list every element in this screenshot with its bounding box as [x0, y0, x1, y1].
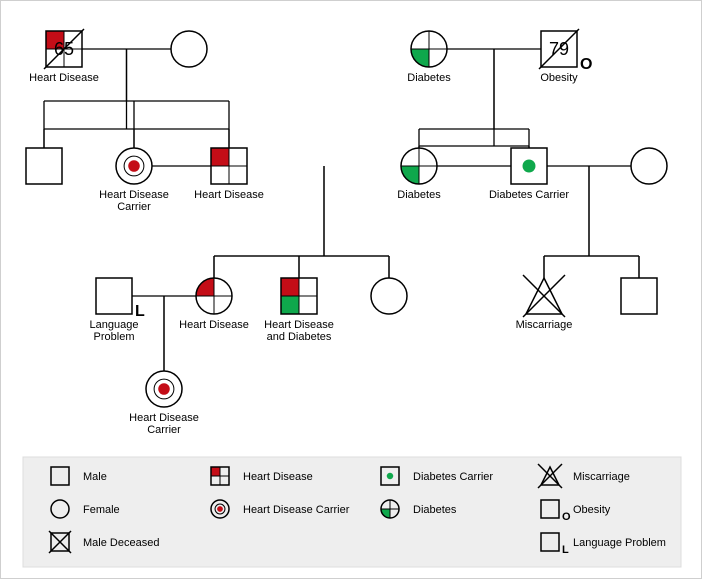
pedigree-node — [411, 31, 447, 67]
pedigree-node — [146, 371, 182, 407]
pedigree-node: 79 O — [539, 29, 592, 73]
corner-mark: O — [580, 56, 592, 73]
legend-label: Male — [83, 471, 107, 483]
legend-label: Language Problem — [573, 537, 666, 549]
node-label: Problem — [94, 331, 135, 343]
node-label: Heart Disease — [129, 412, 199, 424]
pedigree-node — [196, 278, 232, 314]
legend-label: Female — [83, 504, 120, 516]
pedigree-node: L — [96, 278, 145, 320]
node-label: Heart Disease — [29, 72, 99, 84]
legend-label: Diabetes — [413, 504, 457, 516]
node-label: Diabetes — [397, 189, 441, 201]
pedigree-node — [511, 148, 547, 184]
genogram-canvas: 65Heart DiseaseDiabetes79OObesityHeart D… — [0, 0, 702, 579]
node-label: Diabetes — [407, 72, 451, 84]
legend-label: Heart Disease — [243, 471, 313, 483]
genogram-svg: 65Heart DiseaseDiabetes79OObesityHeart D… — [1, 1, 702, 580]
pedigree-node: 65 — [44, 29, 84, 69]
node-label: Heart Disease — [99, 189, 169, 201]
node-label: Carrier — [117, 201, 151, 213]
pedigree-node — [281, 278, 317, 314]
node-label: Heart Disease — [264, 319, 334, 331]
pedigree-node — [621, 278, 657, 314]
age-label: 79 — [549, 39, 569, 59]
nodes: 65 Heart Disease Diabetes 79 OObesity Heart D… — [26, 29, 667, 436]
node-label: Diabetes Carrier — [489, 189, 569, 201]
legend-label: Diabetes Carrier — [413, 471, 493, 483]
pedigree-node — [211, 148, 247, 184]
age-label: 65 — [54, 39, 74, 59]
pedigree-node — [631, 148, 667, 184]
legend-label: Obesity — [573, 504, 611, 516]
pedigree-node — [381, 500, 399, 518]
pedigree-node — [523, 275, 565, 317]
node-label: Carrier — [147, 424, 181, 436]
pedigree-node — [371, 278, 407, 314]
node-label: Language — [90, 319, 139, 331]
legend-label: Heart Disease Carrier — [243, 504, 350, 516]
node-label: Heart Disease — [194, 189, 264, 201]
node-label: and Diabetes — [267, 331, 332, 343]
corner-mark: L — [562, 544, 569, 556]
pedigree-node — [116, 148, 152, 184]
legend-label: Male Deceased — [83, 537, 159, 549]
corner-mark: L — [135, 303, 145, 320]
pedigree-node — [171, 31, 207, 67]
pedigree-node — [401, 148, 437, 184]
corner-mark: O — [562, 511, 571, 523]
node-label: Heart Disease — [179, 319, 249, 331]
legend-label: Miscarriage — [573, 471, 630, 483]
pedigree-node — [26, 148, 62, 184]
node-label: Obesity — [540, 72, 578, 84]
node-label: Miscarriage — [516, 319, 573, 331]
